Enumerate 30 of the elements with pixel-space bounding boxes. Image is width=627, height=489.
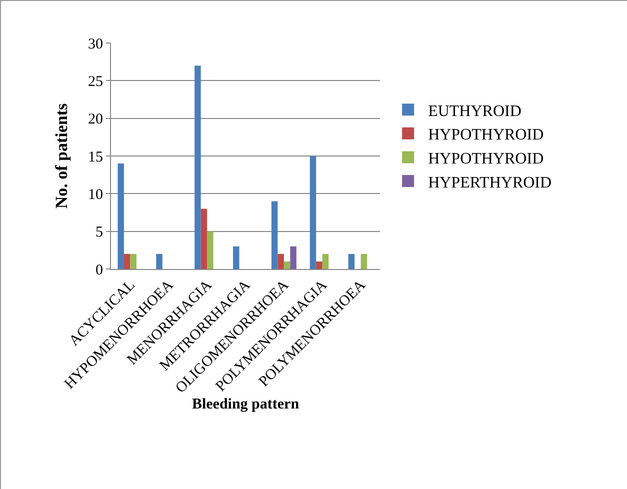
bar xyxy=(316,261,322,269)
bar xyxy=(290,246,296,269)
bar xyxy=(124,254,130,269)
x-axis-title: Bleeding pattern xyxy=(192,396,300,412)
y-tick-label: 25 xyxy=(88,74,103,90)
y-axis-title: No. of patients xyxy=(52,102,71,209)
bar xyxy=(271,201,278,269)
legend-label: EUTHYROID xyxy=(428,102,522,120)
legend-label: HYPERTHYROID xyxy=(428,174,552,192)
bar xyxy=(194,66,201,269)
y-tick-label: 0 xyxy=(96,262,103,278)
bar xyxy=(360,254,368,269)
bar xyxy=(200,208,208,269)
bar xyxy=(130,254,136,269)
bar xyxy=(322,254,329,269)
bar xyxy=(278,254,284,269)
bar xyxy=(310,156,316,269)
bar xyxy=(284,261,290,269)
bar xyxy=(207,231,214,269)
y-tick-label: 20 xyxy=(88,112,103,128)
y-tick-label: 30 xyxy=(88,36,103,52)
legend-label: HYPOTHYROID xyxy=(428,126,544,144)
y-tick-label: 10 xyxy=(88,186,103,203)
bar xyxy=(348,254,355,269)
bar xyxy=(118,164,124,269)
y-tick-label: 15 xyxy=(88,149,103,166)
bar xyxy=(156,254,162,269)
y-tick-label: 5 xyxy=(96,224,103,241)
legend-label: HYPOTHYROID xyxy=(428,150,544,168)
bar xyxy=(233,246,240,269)
